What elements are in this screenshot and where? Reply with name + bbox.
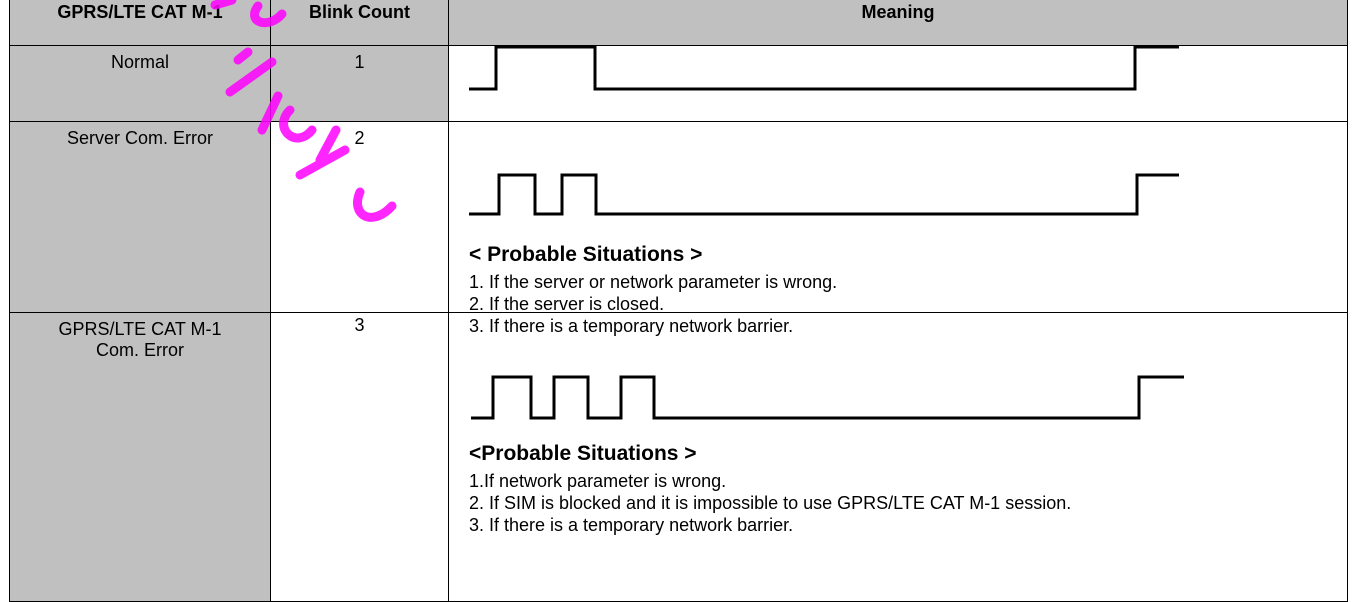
meaning-cell: < Probable Situations > 1. If the server… [448, 121, 1348, 336]
header-cell: GPRS/LTE CAT M-1 [9, 0, 271, 46]
blink-waveform [471, 375, 1184, 420]
situation-item: 1. If the server or network parameter is… [469, 272, 838, 292]
situations: <Probable Situations > 1.If network para… [469, 440, 1337, 536]
status-cell: Normal [9, 45, 271, 122]
situation-item: 3. If there is a temporary network barri… [469, 515, 794, 535]
situations-heading: < Probable Situations > [469, 243, 703, 266]
situation-item: 2. If the server is closed. [469, 294, 665, 314]
blink-waveform [469, 173, 1179, 216]
header-cell: Blink Count [270, 0, 449, 46]
situation-item: 3. If there is a temporary network barri… [469, 316, 794, 336]
count-cell: 3 [270, 312, 449, 602]
situations: < Probable Situations > 1. If the server… [469, 241, 1337, 337]
count-cell: 2 [270, 121, 449, 313]
situations-heading: <Probable Situations > [469, 442, 697, 465]
status-cell: Server Com. Error [9, 121, 271, 313]
meaning-cell [448, 45, 1348, 122]
situation-item: 1.If network parameter is wrong. [469, 471, 727, 491]
blink-waveform [469, 46, 1179, 91]
header-cell: Meaning [448, 0, 1348, 46]
status-cell: GPRS/LTE CAT M-1 Com. Error [9, 312, 271, 602]
count-cell: 1 [270, 45, 449, 122]
situation-item: 2. If SIM is blocked and it is impossibl… [469, 493, 1072, 513]
meaning-cell: <Probable Situations > 1.If network para… [448, 312, 1348, 602]
